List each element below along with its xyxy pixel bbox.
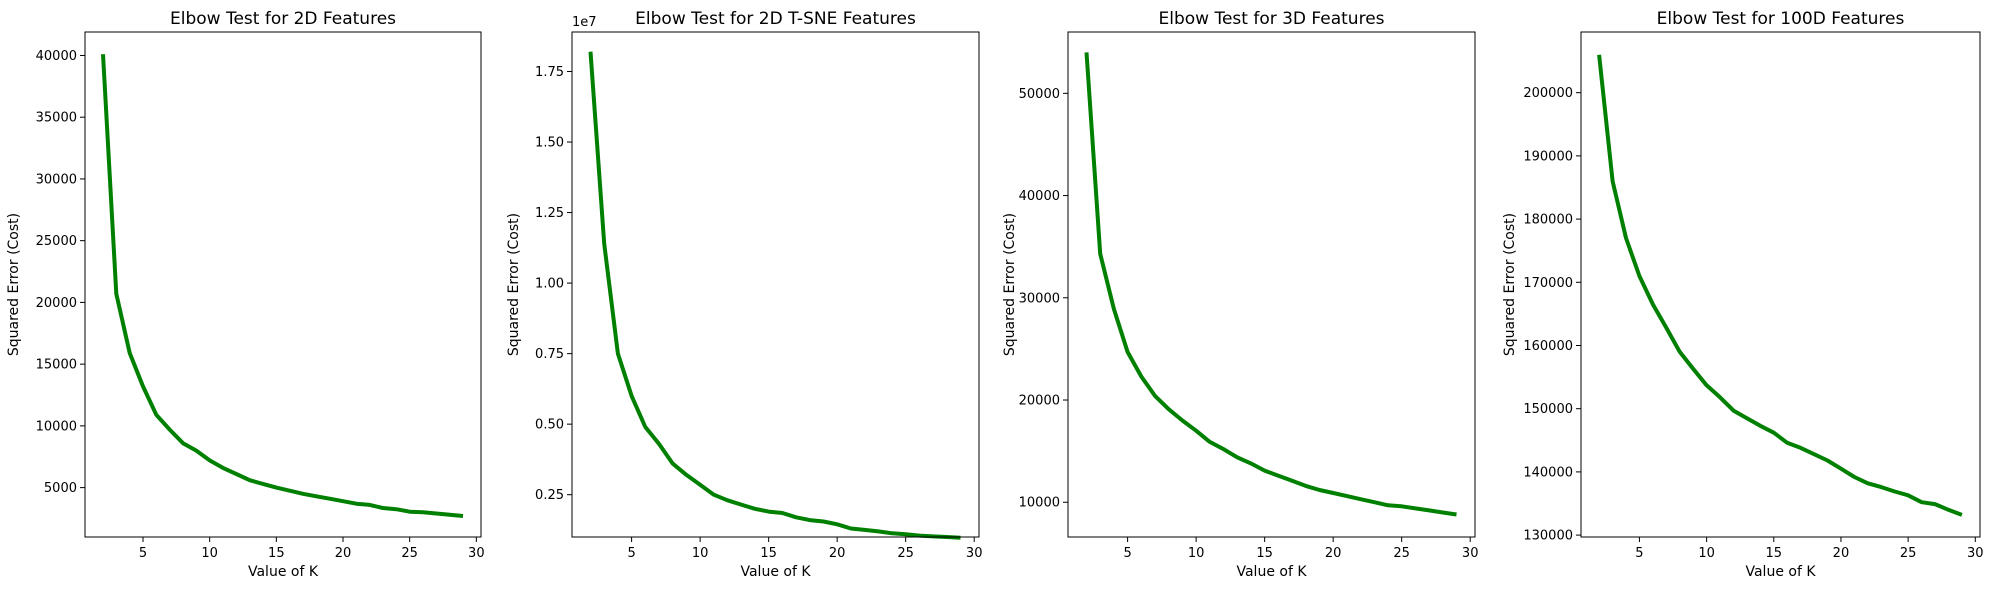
x-tick-label: 25 (401, 546, 418, 561)
x-axis-label: Value of K (1236, 564, 1307, 580)
y-tick-label: 160000 (1523, 339, 1573, 354)
x-tick-label: 5 (1123, 546, 1131, 561)
x-tick-label: 5 (627, 546, 635, 561)
y-offset-label: 1e7 (572, 15, 597, 30)
x-tick-label: 10 (692, 546, 709, 561)
y-tick-label: 40000 (1019, 189, 1060, 204)
y-tick-label: 150000 (1523, 402, 1573, 417)
x-tick-label: 20 (1325, 546, 1342, 561)
y-tick-label: 30000 (1019, 291, 1060, 306)
chart-title: Elbow Test for 100D Features (1657, 9, 1905, 29)
y-axis-label: Squared Error (Cost) (6, 213, 22, 356)
y-axis-label: Squared Error (Cost) (506, 213, 522, 356)
y-axis-label: Squared Error (Cost) (1502, 213, 1518, 356)
x-tick-label: 15 (1256, 546, 1273, 561)
x-tick-label: 30 (1967, 546, 1984, 561)
y-tick-label: 15000 (36, 358, 77, 373)
x-tick-label: 15 (760, 546, 777, 561)
x-tick-label: 10 (201, 546, 218, 561)
x-tick-label: 30 (1462, 546, 1479, 561)
x-tick-label: 25 (1393, 546, 1410, 561)
x-tick-label: 20 (1833, 546, 1850, 561)
x-tick-label: 5 (1635, 546, 1643, 561)
y-tick-label: 190000 (1523, 149, 1573, 164)
y-tick-label: 20000 (36, 296, 77, 311)
y-tick-label: 0.50 (535, 418, 564, 433)
x-tick-label: 30 (966, 546, 983, 561)
x-tick-label: 15 (268, 546, 285, 561)
x-axis-label: Value of K (248, 564, 319, 580)
chart-title: Elbow Test for 2D T-SNE Features (635, 9, 916, 29)
x-tick-label: 30 (468, 546, 485, 561)
y-tick-label: 170000 (1523, 276, 1573, 291)
y-tick-label: 35000 (36, 111, 77, 126)
y-tick-label: 200000 (1523, 86, 1573, 101)
y-tick-label: 1.50 (535, 136, 564, 151)
x-tick-label: 25 (1900, 546, 1917, 561)
plot-frame (571, 31, 980, 538)
y-tick-label: 10000 (36, 419, 77, 434)
y-tick-label: 140000 (1523, 465, 1573, 480)
x-axis-label: Value of K (740, 564, 811, 580)
y-tick-label: 0.25 (535, 488, 564, 503)
y-tick-label: 30000 (36, 172, 77, 187)
plot-frame (1580, 31, 1981, 538)
y-tick-label: 5000 (44, 481, 77, 496)
plot-frame (84, 31, 482, 538)
y-tick-label: 40000 (36, 49, 77, 64)
chart-title: Elbow Test for 2D Features (170, 9, 396, 29)
x-tick-label: 15 (1766, 546, 1783, 561)
y-tick-label: 1.25 (535, 206, 564, 221)
x-tick-label: 5 (139, 546, 147, 561)
x-tick-label: 10 (1188, 546, 1205, 561)
x-tick-label: 20 (829, 546, 846, 561)
x-tick-label: 10 (1698, 546, 1715, 561)
series-line (101, 54, 464, 518)
y-axis-label: Squared Error (Cost) (1002, 213, 1018, 356)
series-line (1597, 54, 1963, 517)
y-tick-label: 10000 (1019, 496, 1060, 511)
y-tick-label: 50000 (1019, 87, 1060, 102)
chart-panel-3: 5 10 15 20 25 30 10000 20000 30000 40000 50000 Elbo… (1002, 9, 1478, 580)
y-tick-label: 1.00 (535, 277, 564, 292)
x-tick-label: 20 (335, 546, 352, 561)
series-line (588, 51, 961, 540)
y-tick-label: 130000 (1523, 529, 1573, 544)
x-axis-label: Value of K (1745, 564, 1816, 580)
plot-frame (1067, 31, 1476, 538)
y-tick-label: 1.75 (535, 65, 564, 80)
x-tick-label: 25 (897, 546, 914, 561)
chart-panel-4: 5 10 15 20 25 30 130000 140000 150000 160000 17000… (1502, 9, 1984, 580)
chart-panel-2: 5 10 15 20 25 30 0.25 0.50 0.75 1.00 1.25 1.50 1.75 1… (506, 9, 982, 580)
y-tick-label: 0.75 (535, 347, 564, 362)
y-tick-label: 20000 (1019, 394, 1060, 409)
chart-panel-1: 5 10 15 20 25 30 5000 10000 15000 20000 25000 30000… (6, 9, 485, 580)
y-tick-label: 180000 (1523, 213, 1573, 228)
series-line (1084, 52, 1457, 517)
chart-title: Elbow Test for 3D Features (1158, 9, 1384, 29)
y-tick-label: 25000 (36, 234, 77, 249)
